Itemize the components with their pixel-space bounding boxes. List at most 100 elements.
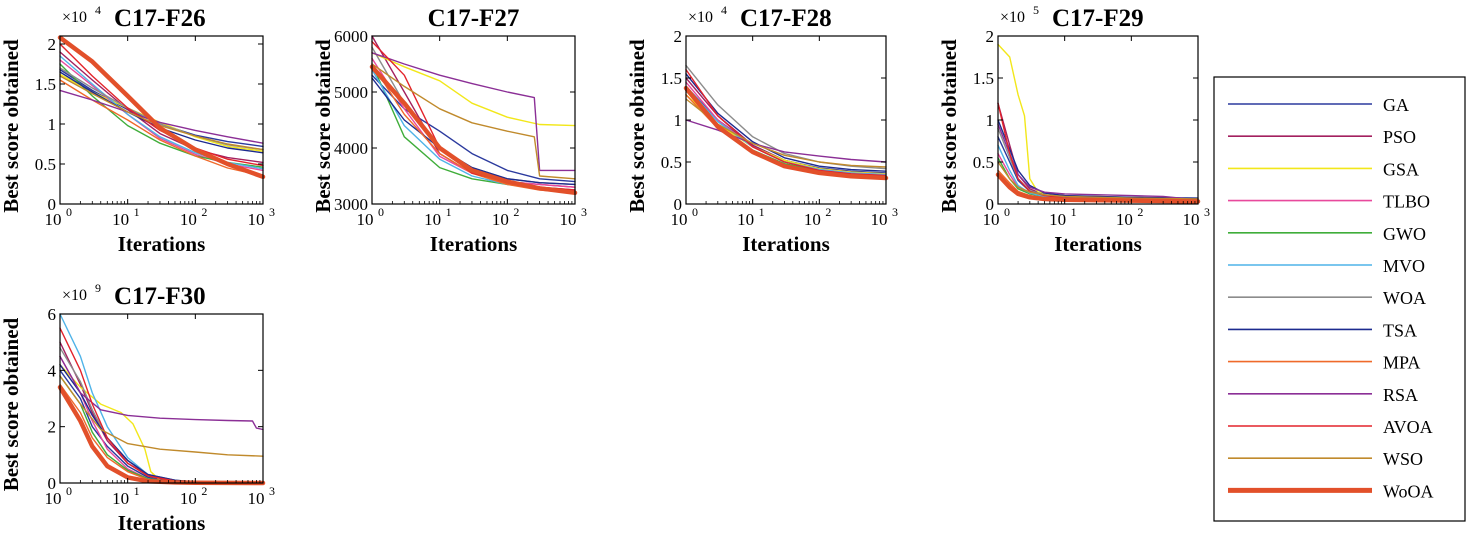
y-tick-label: 3000: [334, 195, 368, 214]
series-line-pso: [59, 51, 264, 164]
y-tick-label: 6: [48, 305, 57, 324]
plot-area: [998, 36, 1198, 204]
y-multiplier-exponent: 9: [95, 281, 101, 295]
legend-label-wooa: WoOA: [1383, 481, 1434, 501]
y-tick-label: 1.5: [973, 69, 994, 88]
x-tick-label: 10: [180, 489, 197, 508]
x-tick-exponent: 1: [134, 205, 140, 219]
legend-label-tlbo: TLBO: [1383, 192, 1430, 212]
y-multiplier-exponent: 4: [95, 3, 101, 17]
x-tick-exponent: 3: [269, 205, 275, 219]
series-line-tsa: [685, 73, 887, 172]
axes-frame: [59, 35, 264, 205]
x-tick-label: 10: [1049, 210, 1066, 229]
x-tick-label: 10: [248, 210, 265, 229]
x-tick-label: 10: [492, 210, 509, 229]
y-tick-label: 0.5: [973, 153, 994, 172]
chart-title: C17-F30: [114, 283, 206, 310]
x-tick-exponent: 2: [201, 484, 207, 498]
y-multiplier: ×10: [1000, 9, 1025, 26]
legend-label-tsa: TSA: [1383, 320, 1417, 340]
chart-title: C17-F29: [1052, 5, 1144, 32]
series-line-avoa: [685, 68, 887, 177]
legend-label-wso: WSO: [1383, 449, 1423, 469]
x-axis-label: Iterations: [118, 232, 206, 256]
legend-box: [1213, 76, 1466, 522]
series-line-wooa: [995, 172, 1201, 204]
x-tick-label: 10: [983, 210, 1000, 229]
x-tick-exponent: 1: [1071, 205, 1077, 219]
legend-label-woa: WOA: [1383, 288, 1426, 308]
series-line-rsa: [371, 52, 576, 172]
x-tick-exponent: 1: [134, 484, 140, 498]
y-multiplier: ×10: [62, 287, 87, 304]
x-tick-label: 10: [45, 489, 62, 508]
x-tick-exponent: 0: [692, 205, 698, 219]
series-line-rsa: [59, 89, 264, 144]
x-tick-exponent: 2: [201, 205, 207, 219]
y-tick-label: 0.5: [35, 155, 56, 174]
legend-label-pso: PSO: [1383, 127, 1416, 147]
x-tick-exponent: 0: [378, 205, 384, 219]
y-tick-label: 1: [48, 115, 57, 134]
x-tick-label: 10: [424, 210, 441, 229]
x-tick-exponent: 2: [1137, 205, 1143, 219]
chart-title: C17-F28: [740, 5, 832, 32]
y-tick-label: 6000: [334, 27, 368, 46]
series-line-wso: [59, 375, 264, 457]
series-line-woa: [59, 67, 264, 151]
series-line-wooa: [57, 35, 266, 180]
y-tick-label: 2: [674, 27, 683, 46]
x-tick-exponent: 0: [66, 484, 72, 498]
chart-panel-c17-f27: 3000 4000 5000 6000 10 0 10 1 10 2 10 3 C17-F27 Itera…: [311, 5, 587, 256]
x-tick-label: 10: [357, 210, 374, 229]
y-multiplier: ×10: [688, 9, 713, 26]
y-tick-label: 2: [986, 27, 995, 46]
chart-title: C17-F27: [428, 5, 520, 32]
x-tick-exponent: 0: [66, 205, 72, 219]
x-tick-label: 10: [180, 210, 197, 229]
y-tick-label: 2: [48, 35, 57, 54]
x-tick-label: 10: [45, 210, 62, 229]
series-line-rsa: [685, 119, 887, 163]
axes-frame: [371, 35, 576, 205]
y-tick-label: 2: [48, 418, 57, 437]
x-tick-exponent: 2: [513, 205, 519, 219]
y-tick-label: 0: [48, 195, 57, 214]
series-line-wso: [371, 63, 576, 180]
x-axis-label: Iterations: [742, 232, 830, 256]
x-tick-label: 10: [671, 210, 688, 229]
series-line-rsa: [59, 355, 264, 431]
y-axis-label: Best score obtained: [625, 39, 649, 213]
x-axis-label: Iterations: [430, 232, 518, 256]
x-tick-exponent: 0: [1004, 205, 1010, 219]
legend-label-rsa: RSA: [1383, 385, 1418, 405]
y-tick-label: 1: [674, 111, 683, 130]
y-axis-label: Best score obtained: [937, 39, 961, 213]
y-tick-label: 1.5: [35, 75, 56, 94]
chart-title: C17-F26: [114, 5, 206, 32]
legend-label-gsa: GSA: [1383, 159, 1419, 179]
legend-label-gwo: GWO: [1383, 224, 1426, 244]
legend: GA PSO GSA TLBO GWO MVO WOA TSA MPA RSA AVOA WSO WoO…: [1213, 76, 1466, 522]
x-tick-label: 10: [112, 210, 129, 229]
axes-frame: [59, 313, 264, 484]
x-tick-exponent: 1: [446, 205, 452, 219]
x-tick-label: 10: [1183, 210, 1200, 229]
y-tick-label: 4: [48, 361, 57, 380]
series-line-gsa: [371, 52, 576, 127]
x-tick-label: 10: [248, 489, 265, 508]
y-axis-label: Best score obtained: [0, 317, 23, 491]
y-multiplier-exponent: 4: [721, 3, 727, 17]
x-tick-label: 10: [871, 210, 888, 229]
legend-label-mpa: MPA: [1383, 353, 1420, 373]
legend-label-avoa: AVOA: [1383, 417, 1433, 437]
x-tick-exponent: 2: [825, 205, 831, 219]
y-tick-label: 4000: [334, 139, 368, 158]
y-tick-label: 0.5: [661, 153, 682, 172]
series-line-wooa: [369, 64, 578, 196]
x-tick-label: 10: [737, 210, 754, 229]
